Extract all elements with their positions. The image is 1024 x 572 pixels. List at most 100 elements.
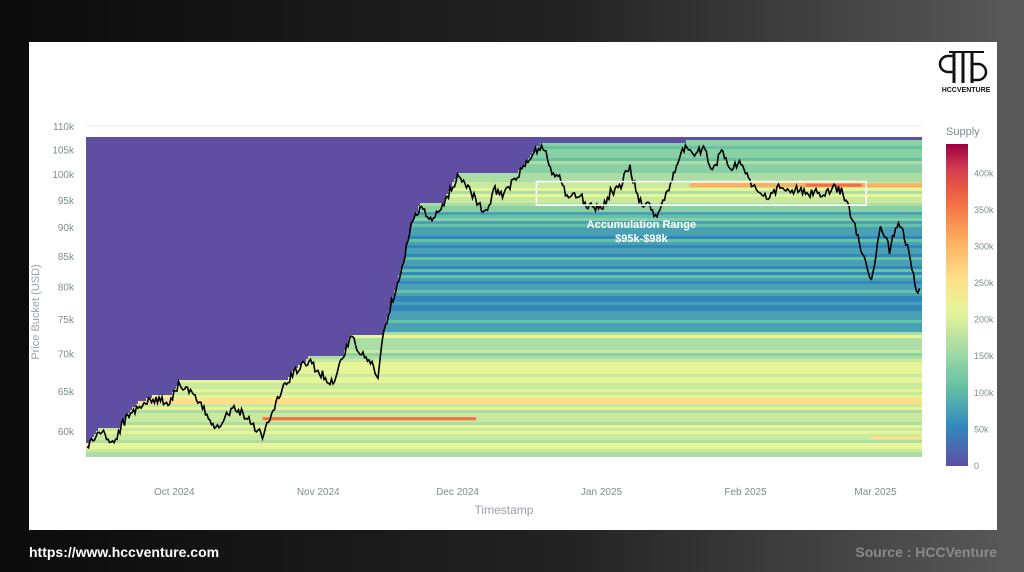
heatmap-band: [386, 320, 922, 323]
price-line: [86, 142, 921, 450]
y-tick-label: 90k: [58, 223, 75, 234]
heatmap-band: [86, 446, 922, 449]
heatmap-band: [294, 368, 922, 371]
heatmap-band: [86, 449, 922, 452]
heatmap-band: [386, 323, 922, 326]
y-tick-label: 100k: [52, 170, 75, 181]
heatmap-band: [392, 302, 922, 305]
colorbar-ticks: 0 50k 100k 150k 200k 250k 300k 350k 400k: [974, 168, 994, 471]
x-tick-label: Oct 2024: [154, 487, 195, 498]
heatmap-band: [94, 434, 922, 437]
heatmap-band: [418, 209, 922, 212]
heatmap-band: [396, 284, 922, 287]
y-axis: 60k 65k 70k 75k 80k 85k 90k 95k 100k 105k 110k: [52, 122, 75, 438]
heatmap-band: [402, 266, 922, 269]
heatmap-band: [520, 167, 922, 170]
annotation-label: Accumulation Range: [587, 219, 696, 231]
heatmap-band: [344, 353, 922, 356]
x-axis-label: Timestamp: [475, 503, 534, 517]
heatmap-band: [390, 305, 922, 308]
heatmap-band: [456, 176, 922, 179]
y-tick-label: 85k: [58, 252, 75, 263]
heatmap-band: [444, 200, 922, 203]
heatmap-band: [384, 329, 922, 332]
y-tick-label: 80k: [58, 282, 75, 293]
heatmap-band: [528, 158, 922, 161]
heatmap-band: [128, 413, 922, 416]
heatmap-band: [392, 296, 922, 299]
heatmap-band: [302, 362, 922, 365]
x-axis: Oct 2024 Nov 2024 Dec 2024 Jan 2025 Feb 2025…: [154, 487, 897, 498]
heatmap-band: [452, 185, 922, 188]
colorbar-tick-label: 300k: [974, 241, 994, 251]
y-tick-label: 75k: [58, 315, 75, 326]
colorbar-tick-label: 150k: [974, 351, 994, 361]
heatmap-band: [454, 179, 922, 182]
heatmap-band: [532, 152, 922, 155]
logo-text: HCCVENTURE: [942, 87, 991, 94]
heatmap-band: [390, 308, 922, 311]
heatmap-band: [122, 422, 922, 425]
heatmap-band: [686, 140, 922, 143]
heatmap-band: [398, 275, 922, 278]
heatmap-band: [450, 188, 922, 191]
y-tick-label: 60k: [58, 427, 75, 438]
heatmap-band: [388, 311, 922, 314]
colorbar-title: Supply: [946, 126, 980, 138]
heatmap-band: [410, 233, 922, 236]
heatmap-accent-band: [262, 417, 477, 421]
heatmap-band: [408, 242, 922, 245]
heatmap-band: [306, 359, 922, 362]
heatmap-band: [518, 170, 922, 173]
heatmap-band: [290, 374, 922, 377]
heatmap-band: [298, 365, 922, 368]
heatmap-band: [178, 383, 922, 386]
x-tick-label: Jan 2025: [581, 487, 623, 498]
heatmap-band: [406, 245, 922, 248]
heatmap-band: [146, 398, 922, 401]
heatmap-band: [412, 221, 922, 224]
hcc-logo: HCCVENTURE: [938, 51, 991, 94]
heatmap-band: [384, 326, 922, 329]
colorbar-tick-label: 200k: [974, 315, 994, 325]
heatmap-band: [308, 356, 922, 359]
heatmap-band: [174, 389, 922, 392]
heatmap-band: [138, 401, 922, 404]
heatmap-band: [408, 236, 922, 239]
heatmap-band: [350, 335, 922, 338]
heatmap-band: [408, 239, 922, 242]
heatmap-band: [96, 431, 922, 434]
heatmap-band: [132, 407, 922, 410]
heatmap-cells: [86, 137, 922, 457]
heatmap-band: [416, 212, 922, 215]
heatmap-band: [124, 419, 922, 422]
heatmap-band: [396, 287, 922, 290]
y-tick-label: 70k: [58, 350, 75, 361]
logo-mark-icon: [938, 51, 988, 83]
footer-url[interactable]: https://www.hccventure.com: [29, 544, 220, 560]
heatmap-band: [398, 278, 922, 281]
heatmap-band: [458, 173, 922, 176]
heatmap-band: [394, 290, 922, 293]
heatmap-band: [176, 386, 922, 389]
heatmap-band: [536, 146, 922, 149]
colorbar-tick-label: 400k: [974, 168, 994, 178]
heatmap-band: [410, 230, 922, 233]
heatmap-band: [98, 428, 922, 431]
heatmap-band: [172, 392, 922, 395]
heatmap-band: [414, 215, 922, 218]
colorbar-tick-label: 100k: [974, 388, 994, 398]
heatmap-band: [130, 410, 922, 413]
heatmap-band: [346, 344, 922, 347]
heatmap-band: [530, 155, 922, 158]
colorbar: Supply 0 50k 100k 150k 200k 250k 300k 350k 400k: [946, 126, 994, 471]
heatmap-band: [448, 191, 922, 194]
heatmap-band: [402, 263, 922, 266]
y-tick-label: 65k: [58, 387, 75, 398]
heatmap-band: [348, 341, 922, 344]
heatmap-band: [412, 224, 922, 227]
heatmap-band: [344, 350, 922, 353]
x-tick-label: Feb 2025: [724, 487, 767, 498]
heatmap-band: [86, 452, 922, 455]
heatmap-band: [414, 218, 922, 221]
